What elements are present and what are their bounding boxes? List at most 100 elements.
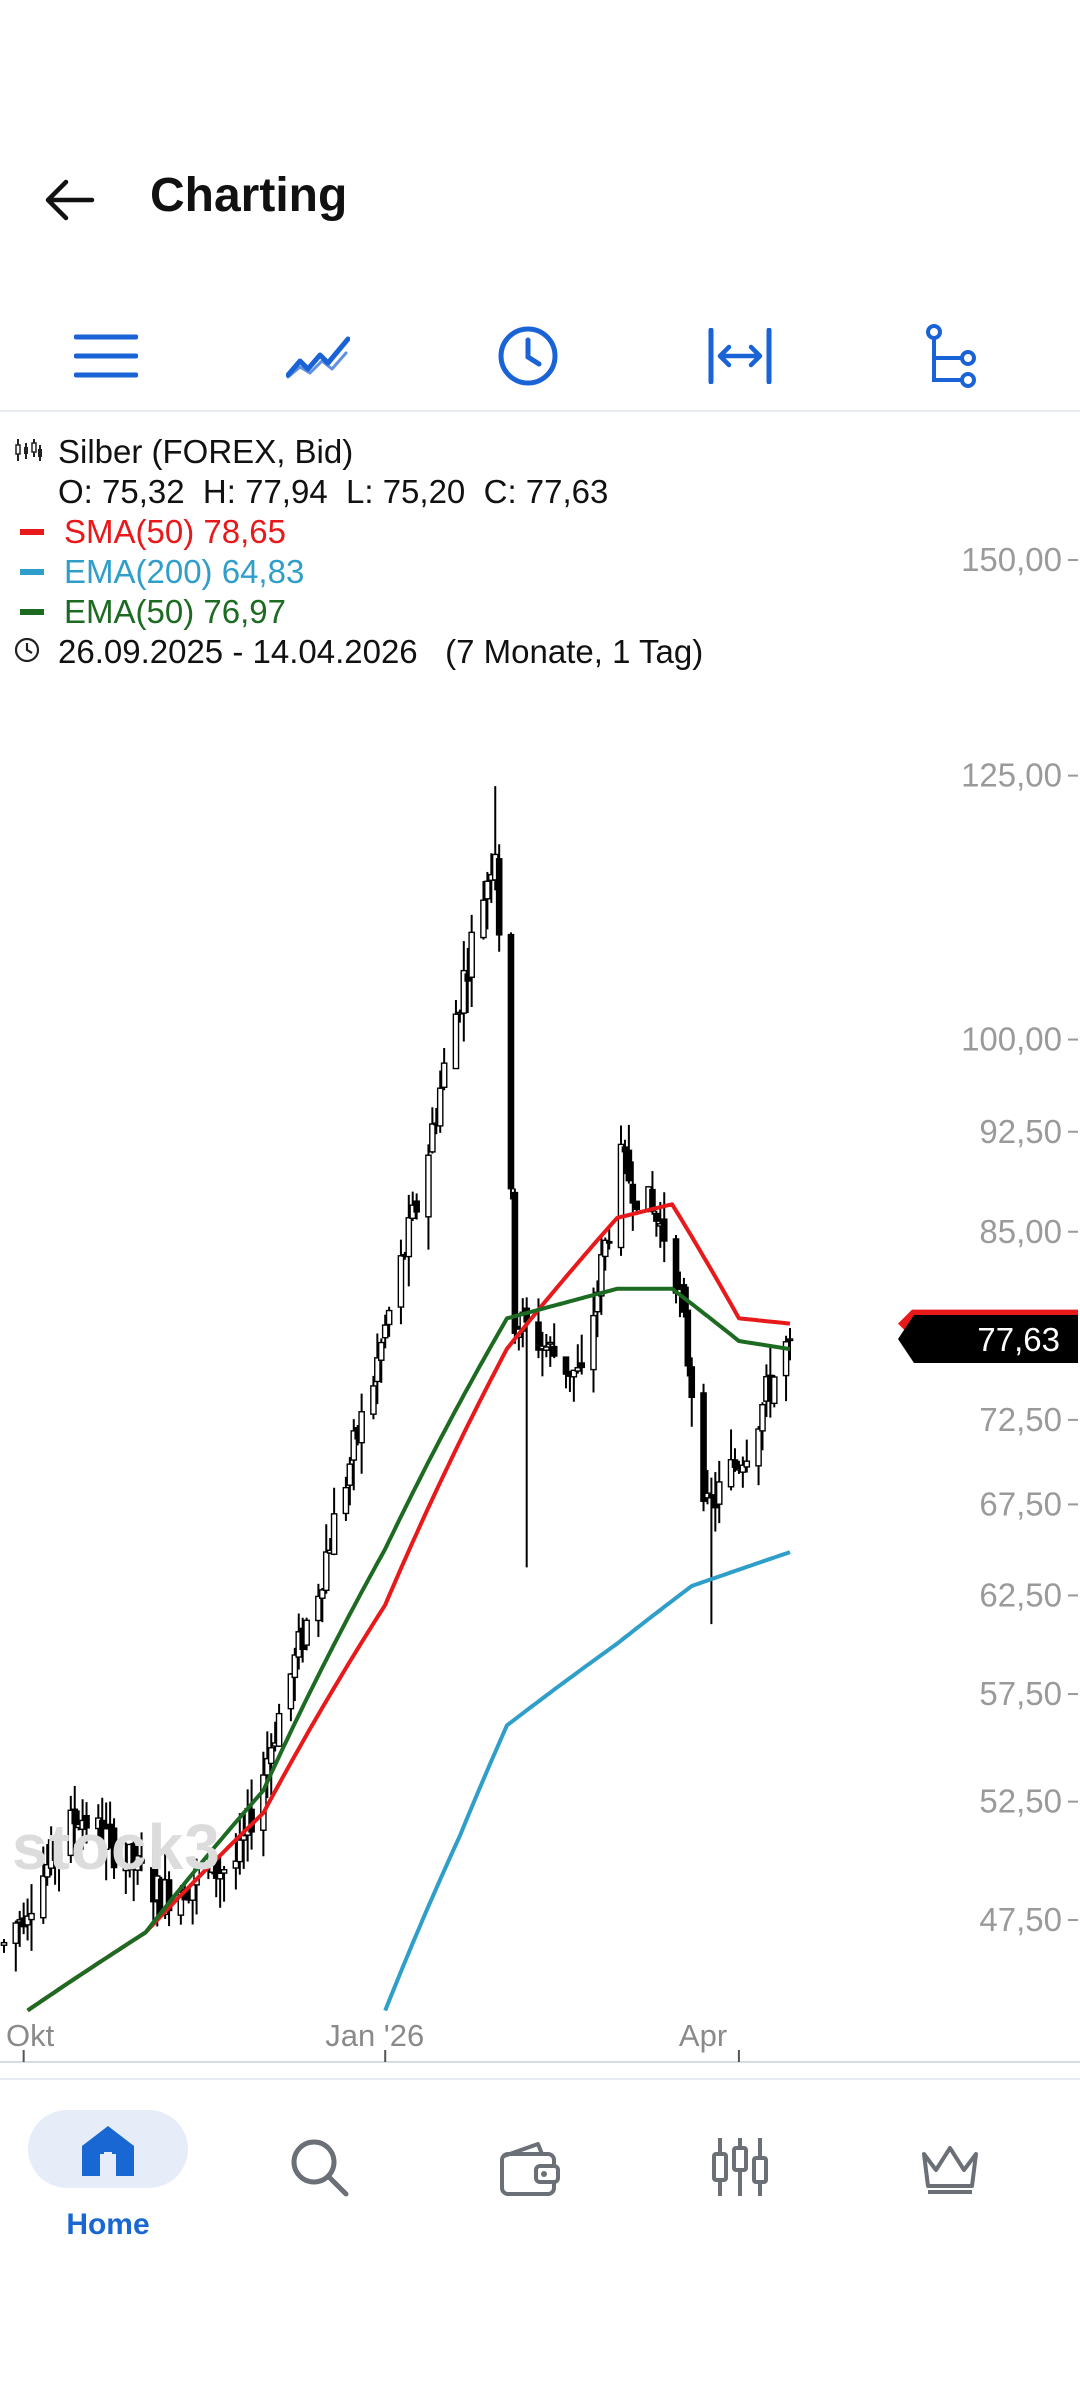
nav-home-label: Home bbox=[66, 2208, 150, 2241]
candle-body bbox=[621, 1146, 629, 1153]
candle-body bbox=[51, 1838, 59, 1861]
y-tick-label: 125,00 bbox=[961, 757, 1062, 794]
candle-body bbox=[413, 1200, 420, 1213]
last-price-label: 77,63 bbox=[977, 1321, 1060, 1358]
candle-body bbox=[715, 1481, 723, 1505]
chart-type-icon bbox=[286, 336, 350, 379]
clock-icon bbox=[498, 326, 558, 386]
candle-body bbox=[543, 1346, 550, 1351]
candle-body bbox=[743, 1460, 751, 1468]
candle-body bbox=[495, 858, 503, 936]
candle-body bbox=[220, 1869, 228, 1874]
indicators-button[interactable] bbox=[912, 316, 992, 396]
ema50-swatch bbox=[20, 609, 44, 615]
candle-body bbox=[260, 1774, 267, 1831]
y-tick-label: 57,50 bbox=[979, 1675, 1062, 1712]
chart-type-button[interactable] bbox=[278, 316, 358, 396]
y-tick-label: 52,50 bbox=[979, 1783, 1062, 1820]
y-tick-label: 62,50 bbox=[979, 1576, 1062, 1613]
candle-body bbox=[236, 1839, 244, 1863]
candle-body bbox=[739, 1464, 747, 1473]
candle-body bbox=[385, 1309, 393, 1326]
ema50-line bbox=[26, 1286, 791, 2013]
nav-item-premium[interactable] bbox=[880, 2100, 1020, 2240]
candle-body bbox=[605, 1240, 613, 1244]
candle-body bbox=[28, 1912, 35, 1921]
candle-body bbox=[106, 1823, 114, 1830]
legend-ohlc: O: 75,32 H: 77,94 L: 75,20 C: 77,63 bbox=[58, 472, 609, 512]
back-button[interactable] bbox=[40, 172, 100, 228]
candle-body bbox=[562, 1356, 570, 1375]
candle-body bbox=[660, 1218, 668, 1242]
legend-ema200: EMA(200) 64,83 bbox=[64, 552, 305, 592]
candle-body bbox=[342, 1486, 350, 1515]
nav-item-home[interactable]: Home bbox=[0, 2080, 216, 2280]
candle-body bbox=[12, 1922, 20, 1944]
candle-body bbox=[617, 1143, 625, 1249]
candle-body bbox=[684, 1309, 692, 1367]
legend-ema50-row[interactable]: EMA(50) 76,97 bbox=[14, 592, 703, 632]
sma50-line bbox=[26, 1202, 791, 2013]
candle-body bbox=[43, 1864, 51, 1878]
candle-body bbox=[511, 1191, 519, 1334]
candle-body bbox=[24, 1915, 31, 1926]
legend-range-row: 26.09.2025 - 14.04.2026 (7 Monate, 1 Tag… bbox=[14, 632, 704, 672]
clock-small-icon bbox=[14, 632, 44, 672]
candle-body bbox=[653, 1212, 660, 1222]
candle-body bbox=[633, 1200, 641, 1211]
candle-body bbox=[755, 1428, 762, 1467]
candle-body bbox=[397, 1255, 405, 1308]
arrow-left-icon bbox=[45, 179, 95, 221]
candle-body bbox=[700, 1392, 707, 1502]
candle-body bbox=[625, 1149, 633, 1182]
candle-body bbox=[275, 1712, 283, 1747]
indicators-tree-icon bbox=[926, 324, 976, 388]
x-tick-label: Jan '26 bbox=[325, 2018, 424, 2053]
candle-body bbox=[770, 1376, 778, 1405]
legend-sma50: SMA(50) 78,65 bbox=[64, 512, 286, 552]
candle-body bbox=[480, 899, 487, 939]
candle-body bbox=[598, 1254, 605, 1297]
candle-body bbox=[452, 1013, 460, 1070]
price-chart[interactable]: 150,00 125,00 100,00 92,50 85,00 72,50 67,50 62… bbox=[0, 412, 1080, 2077]
candle-body bbox=[138, 1858, 145, 1864]
candle-body bbox=[429, 1123, 436, 1153]
y-tick-label: 72,50 bbox=[979, 1401, 1062, 1438]
legend-instrument-row: Silber (FOREX, Bid) bbox=[14, 432, 703, 472]
candle-body bbox=[358, 1411, 365, 1444]
candle-body bbox=[330, 1513, 338, 1555]
legend-ema200-row[interactable]: EMA(200) 64,83 bbox=[14, 552, 703, 592]
candle-body bbox=[574, 1367, 582, 1372]
nav-item-portfolio[interactable] bbox=[460, 2100, 600, 2240]
nav-item-markets[interactable] bbox=[670, 2100, 810, 2240]
candle-body bbox=[350, 1430, 358, 1461]
nav-item-search[interactable] bbox=[250, 2100, 390, 2240]
candle-body bbox=[782, 1341, 790, 1377]
candle-body bbox=[546, 1341, 554, 1345]
candle-body bbox=[267, 1747, 275, 1765]
candle-body bbox=[590, 1314, 597, 1371]
last-price-tag bbox=[898, 1315, 1078, 1364]
candle-body bbox=[535, 1321, 542, 1351]
legend-ema50: EMA(50) 76,97 bbox=[64, 592, 286, 632]
x-tick-label: Apr bbox=[679, 2018, 727, 2053]
home-icon bbox=[82, 2126, 134, 2176]
ema200-swatch bbox=[20, 569, 44, 575]
search-icon bbox=[291, 2139, 349, 2197]
candle-body bbox=[110, 1827, 118, 1869]
candle-body bbox=[122, 1863, 130, 1872]
candle-body bbox=[507, 933, 515, 1190]
page-title: Charting bbox=[150, 169, 348, 222]
candle-body bbox=[578, 1362, 586, 1369]
bottom-navigation: Home bbox=[0, 2078, 1080, 2280]
candle-body bbox=[381, 1324, 389, 1339]
legend-sma50-row[interactable]: SMA(50) 78,65 bbox=[14, 512, 703, 552]
candle-body bbox=[291, 1654, 299, 1679]
candle-body bbox=[786, 1338, 794, 1342]
candlestick-icon bbox=[712, 2138, 768, 2196]
timeframe-button[interactable] bbox=[488, 316, 568, 396]
menu-button[interactable] bbox=[66, 316, 146, 396]
candle-body bbox=[0, 1941, 8, 1946]
candle-body bbox=[319, 1589, 326, 1599]
zoom-range-button[interactable] bbox=[700, 316, 780, 396]
